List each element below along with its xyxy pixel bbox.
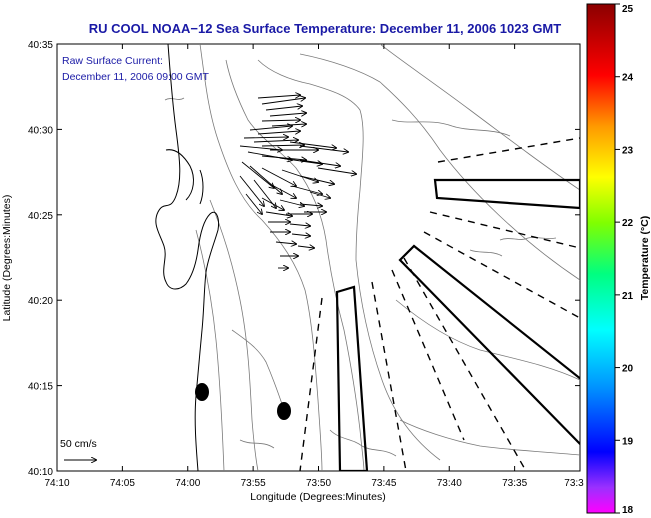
x-tick-label: 74:00 (175, 478, 200, 489)
current-vectors (239, 95, 356, 268)
y-tick-label: 40:15 (28, 382, 53, 393)
colorbar-tick-label: 23 (622, 145, 634, 156)
x-tick-label: 73:45 (371, 478, 396, 489)
colorbar-ticks: 25 24 23 22 21 20 19 18 (615, 3, 634, 516)
station-marker-2 (277, 402, 291, 420)
dashed-lines (299, 137, 580, 471)
current-note-line1: Raw Surface Current: (62, 55, 163, 67)
colorbar-label: Temperature (°C) (639, 216, 651, 301)
x-axis-ticks: 74:10 74:05 74:00 73:55 73:50 73:45 73:40 73:35… (44, 44, 584, 489)
colorbar-tick-label: 22 (622, 218, 634, 229)
outlined-zones (335, 178, 580, 471)
x-tick-label: 74:05 (110, 478, 135, 489)
colorbar-tick-label: 19 (622, 436, 634, 447)
y-axis-label: Latitude (Degrees:Minutes) (1, 195, 13, 322)
y-tick-label: 40:25 (28, 211, 53, 222)
plot-frame (56, 43, 581, 472)
colorbar-tick-label: 25 (622, 4, 634, 15)
x-tick-label: 74:10 (44, 478, 69, 489)
y-tick-label: 40:35 (28, 40, 53, 51)
y-tick-label: 40:30 (28, 125, 53, 136)
colorbar-tick-label: 20 (622, 364, 634, 375)
bathymetry-contours (164, 44, 580, 471)
colorbar-tick-label: 21 (622, 291, 634, 302)
x-axis-label: Longitude (Degrees:Minutes) (250, 491, 385, 503)
station-marker-1 (195, 383, 209, 401)
coastline (155, 44, 219, 471)
colorbar-tick-label: 24 (622, 73, 634, 84)
x-tick-label: 73:55 (241, 478, 266, 489)
current-note-line2: December 11, 2006 09:00 GMT (62, 71, 209, 83)
colorbar-tick-label: 18 (622, 505, 634, 516)
x-tick-label: 73:40 (437, 478, 462, 489)
x-tick-label: 73:35 (502, 478, 527, 489)
x-tick-label: 73:3 (564, 478, 584, 489)
map-title: RU COOL NOAA−12 Sea Surface Temperature:… (89, 21, 561, 36)
x-tick-label: 73:50 (306, 478, 331, 489)
y-tick-label: 40:20 (28, 296, 53, 307)
colorbar (586, 3, 616, 514)
y-tick-label: 40:10 (28, 467, 53, 478)
scale-label: 50 cm/s (60, 438, 97, 450)
plot-content (64, 44, 580, 471)
y-axis-ticks: 40:35 40:30 40:25 40:20 40:15 40:10 (28, 40, 580, 478)
